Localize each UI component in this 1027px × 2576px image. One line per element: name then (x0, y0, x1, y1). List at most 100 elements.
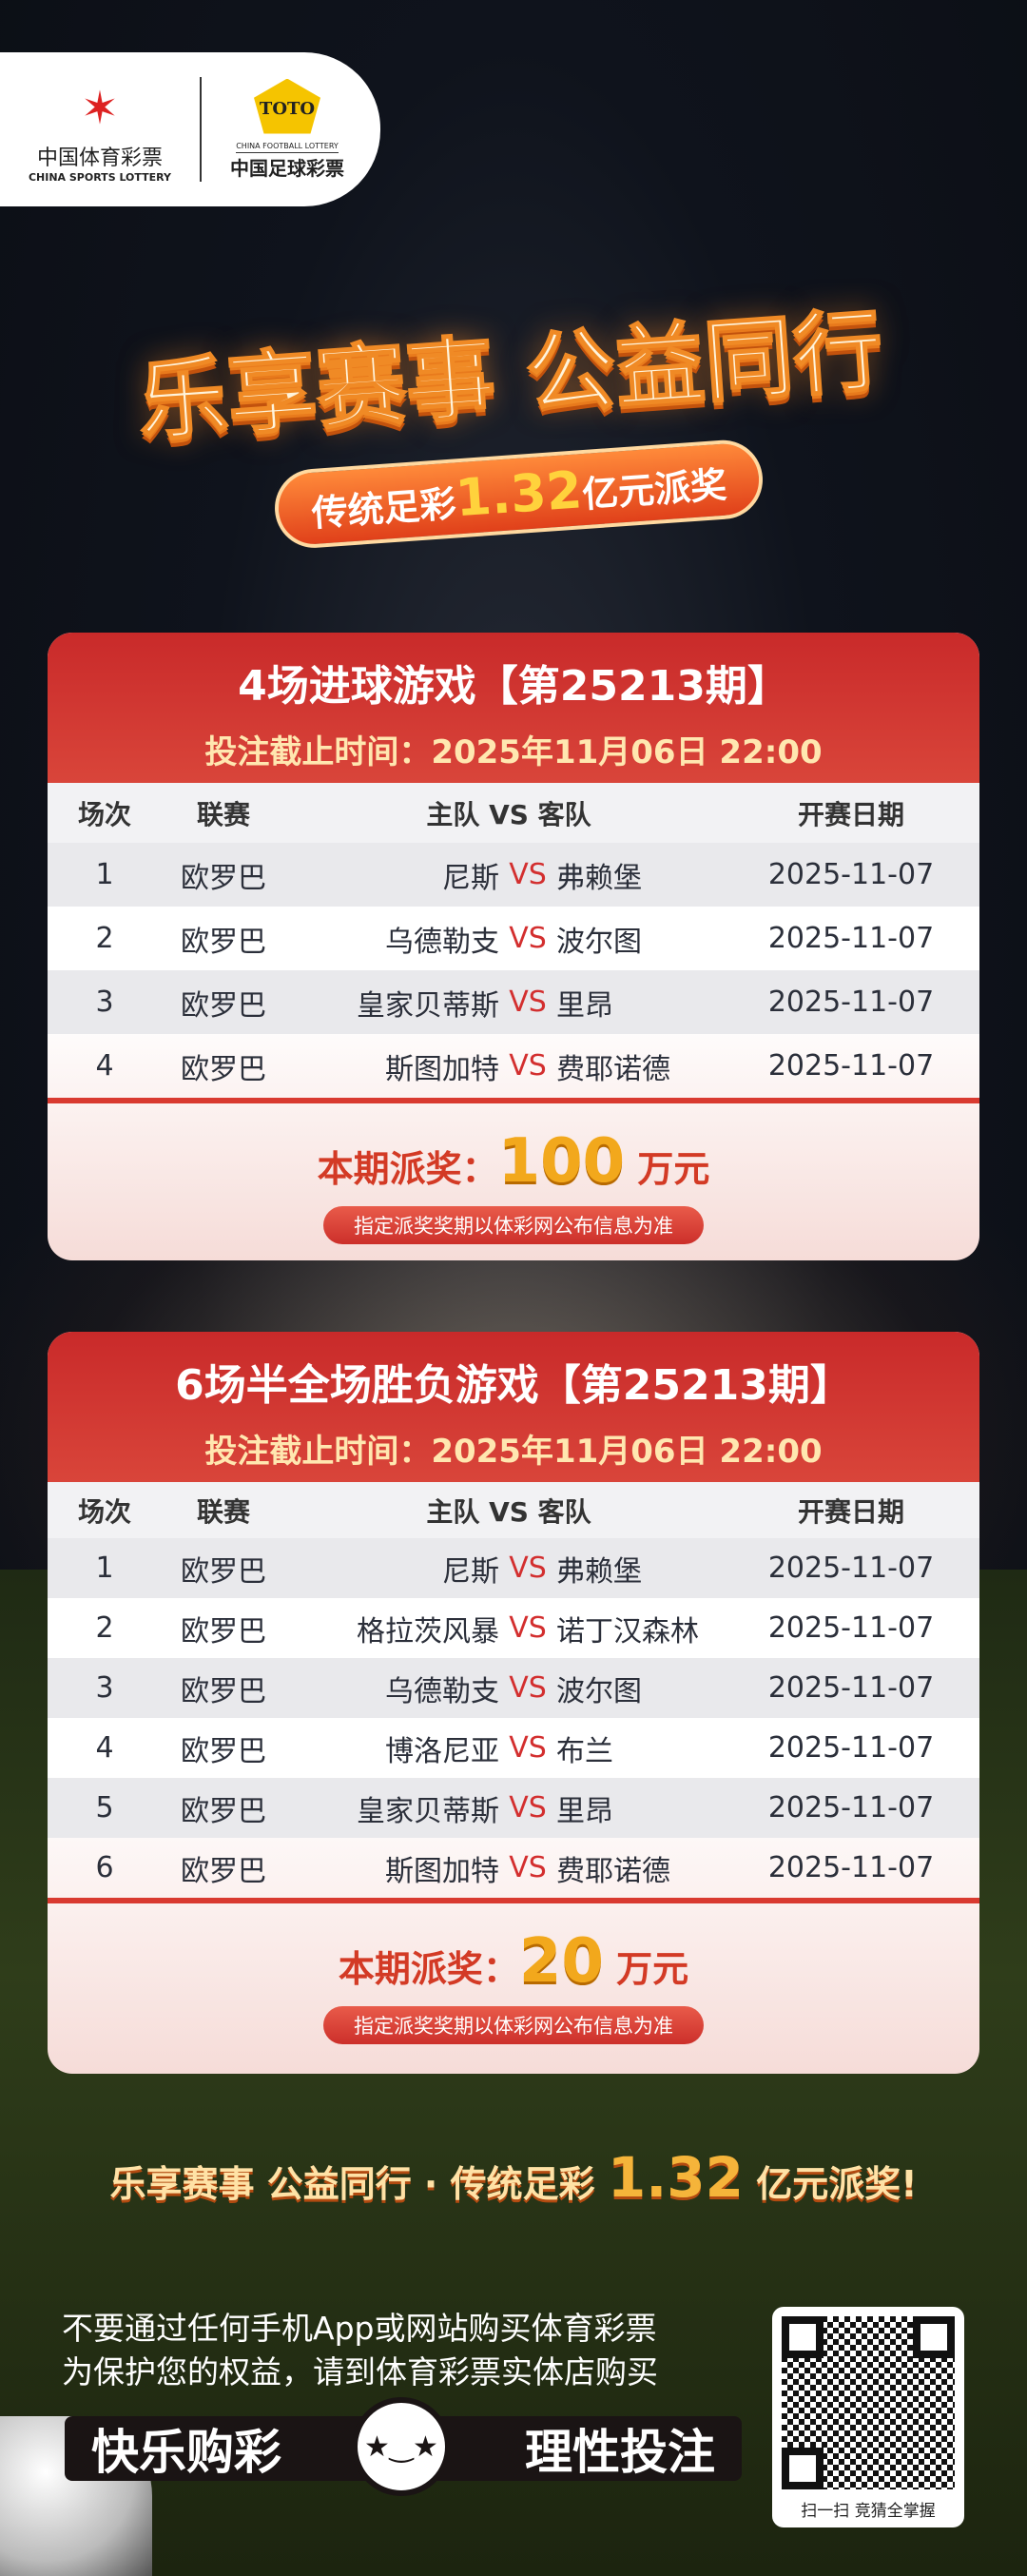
away-team: 诺丁汉森林 (556, 1614, 699, 1649)
prize-unit: 万元 (637, 1148, 710, 1190)
header-date: 开赛日期 (797, 1495, 904, 1528)
away-team: 弗赖堡 (556, 861, 642, 895)
prize-label: 本期派奖： (317, 1148, 498, 1190)
warning-line: 为保护您的权益，请到体育彩票实体店购买 (62, 2353, 658, 2391)
vs-label: VS (509, 1049, 547, 1083)
home-team: 尼斯 (442, 861, 499, 895)
league: 欧罗巴 (181, 1854, 266, 1888)
prize-line: 本期派奖：100 万元 (48, 1126, 979, 1197)
away-team: 弗赖堡 (556, 1554, 642, 1589)
match-date: 2025-11-07 (767, 858, 935, 891)
prize-note: 指定派奖奖期以体彩网公布信息为准 (323, 1206, 704, 1244)
home-team: 乌德勒支 (385, 1674, 499, 1708)
vs-label: VS (509, 1791, 547, 1825)
pill-prefix: 传统足彩 (310, 482, 457, 535)
card-deadline: 投注截止时间：2025年11月06日 22:00 (204, 1433, 823, 1471)
match-no: 1 (95, 1551, 114, 1585)
qr-caption: 扫一扫 竞猜全掌握 (801, 2502, 936, 2521)
qr-code-icon[interactable] (782, 2316, 955, 2489)
match-date: 2025-11-07 (767, 1791, 935, 1825)
logo-header: ✶ 中国体育彩票 CHINA SPORTS LOTTERY TOTO CHINA… (0, 52, 380, 206)
bar-right-text: 理性投注 (525, 2425, 715, 2480)
home-team: 乌德勒支 (385, 925, 499, 959)
match-no: 4 (95, 1049, 114, 1083)
match-date: 2025-11-07 (767, 922, 935, 955)
league: 欧罗巴 (181, 1674, 266, 1708)
bar-left-text: 快乐购彩 (91, 2425, 281, 2480)
logo-cn: 中国体育彩票 (36, 146, 163, 170)
match-date: 2025-11-07 (767, 1851, 935, 1884)
match-no: 4 (95, 1731, 114, 1765)
match-date: 2025-11-07 (767, 1049, 935, 1083)
logo-en: CHINA FOOTBALL LOTTERY (236, 142, 339, 153)
match-no: 3 (95, 1671, 114, 1705)
card-6-halftime-fulltime: 6场半全场胜负游戏【第25213期】 投注截止时间：2025年11月06日 22… (48, 1332, 979, 2074)
table-row: 1 欧罗巴 尼斯 VS 弗赖堡 2025-11-07 (48, 843, 979, 907)
away-team: 费耶诺德 (556, 1854, 670, 1888)
league: 欧罗巴 (181, 1794, 266, 1828)
qr-code-box[interactable]: 扫一扫 竞猜全掌握 (772, 2307, 964, 2527)
logo-cn: 中国足球彩票 (230, 156, 344, 180)
vs-label: VS (509, 922, 547, 955)
card-title: 4场进球游戏【第25213期】 (238, 662, 789, 711)
league: 欧罗巴 (181, 925, 266, 959)
vs-label: VS (509, 858, 547, 891)
table-row: 1 欧罗巴 尼斯 VS 弗赖堡 2025-11-07 (48, 1538, 979, 1598)
toto-logo-icon: TOTO (254, 78, 320, 134)
card-deadline: 投注截止时间：2025年11月06日 22:00 (204, 733, 823, 771)
divider (200, 77, 202, 182)
divider (48, 1898, 979, 1903)
home-team: 斯图加特 (385, 1854, 499, 1888)
table-row: 6 欧罗巴 斯图加特 VS 费耶诺德 2025-11-07 (48, 1838, 979, 1898)
divider (48, 1098, 979, 1103)
match-date: 2025-11-07 (767, 986, 935, 1019)
match-no: 2 (95, 1611, 114, 1645)
header-no: 场次 (77, 798, 131, 830)
home-team: 皇家贝蒂斯 (357, 1794, 499, 1828)
away-team: 波尔图 (556, 1674, 642, 1708)
table-row: 2 欧罗巴 格拉茨风暴 VS 诺丁汉森林 2025-11-07 (48, 1598, 979, 1658)
vs-label: VS (509, 1851, 547, 1884)
table-row: 2 欧罗巴 乌德勒支 VS 波尔图 2025-11-07 (48, 907, 979, 970)
home-team: 博洛尼亚 (385, 1734, 499, 1768)
away-team: 里昂 (556, 988, 613, 1023)
prize-unit: 万元 (616, 1948, 689, 1990)
table-row: 4 欧罗巴 博洛尼亚 VS 布兰 2025-11-07 (48, 1718, 979, 1778)
prize-line: 本期派奖：20 万元 (48, 1926, 979, 1997)
table-row: 3 欧罗巴 乌德勒支 VS 波尔图 2025-11-07 (48, 1658, 979, 1718)
header-league: 联赛 (196, 1495, 250, 1528)
hero-title: 乐享赛事 公益同行 (134, 299, 887, 456)
vs-label: VS (509, 1671, 547, 1705)
match-no: 1 (95, 858, 114, 891)
china-sports-lottery-logo: ✶ 中国体育彩票 CHINA SPORTS LOTTERY (0, 76, 200, 184)
match-no: 2 (95, 922, 114, 955)
match-date: 2025-11-07 (767, 1551, 935, 1585)
match-date: 2025-11-07 (767, 1671, 935, 1705)
match-date: 2025-11-07 (767, 1611, 935, 1645)
match-no: 3 (95, 986, 114, 1019)
header-league: 联赛 (196, 798, 250, 830)
table-row: 4 欧罗巴 斯图加特 VS 费耶诺德 2025-11-07 (48, 1034, 979, 1098)
table-header: 场次 联赛 主队 VS 客队 开赛日期 (48, 1482, 979, 1538)
hero-banner: 乐享赛事 公益同行 传统足彩1.32亿元派奖 (60, 274, 968, 565)
away-team: 波尔图 (556, 925, 642, 959)
card-header: 6场半全场胜负游戏【第25213期】 投注截止时间：2025年11月06日 22… (48, 1332, 979, 1482)
footer-slogan: 乐享赛事 公益同行 · 传统足彩 1.32 亿元派奖! (19, 2145, 1008, 2210)
home-team: 尼斯 (442, 1554, 499, 1589)
warning-text: 不要通过任何手机App或网站购买体育彩票 为保护您的权益，请到体育彩票实体店购买 (62, 2307, 746, 2394)
header-teams: 主队 VS 客队 (426, 1495, 591, 1528)
vs-label: VS (509, 1551, 547, 1585)
warning-line: 不要通过任何手机App或网站购买体育彩票 (62, 2310, 657, 2347)
header-no: 场次 (77, 1495, 131, 1528)
league: 欧罗巴 (181, 988, 266, 1023)
home-team: 格拉茨风暴 (357, 1614, 499, 1649)
league: 欧罗巴 (181, 1734, 266, 1768)
hero-pill: 传统足彩1.32亿元派奖 (272, 438, 765, 551)
away-team: 费耶诺德 (556, 1052, 670, 1086)
card-title: 6场半全场胜负游戏【第25213期】 (175, 1361, 852, 1410)
table-row: 5 欧罗巴 皇家贝蒂斯 VS 里昂 2025-11-07 (48, 1778, 979, 1838)
table-row: 3 欧罗巴 皇家贝蒂斯 VS 里昂 2025-11-07 (48, 970, 979, 1034)
league: 欧罗巴 (181, 1614, 266, 1649)
card-header: 4场进球游戏【第25213期】 投注截止时间：2025年11月06日 22:00 (48, 633, 979, 783)
vs-label: VS (509, 1611, 547, 1645)
